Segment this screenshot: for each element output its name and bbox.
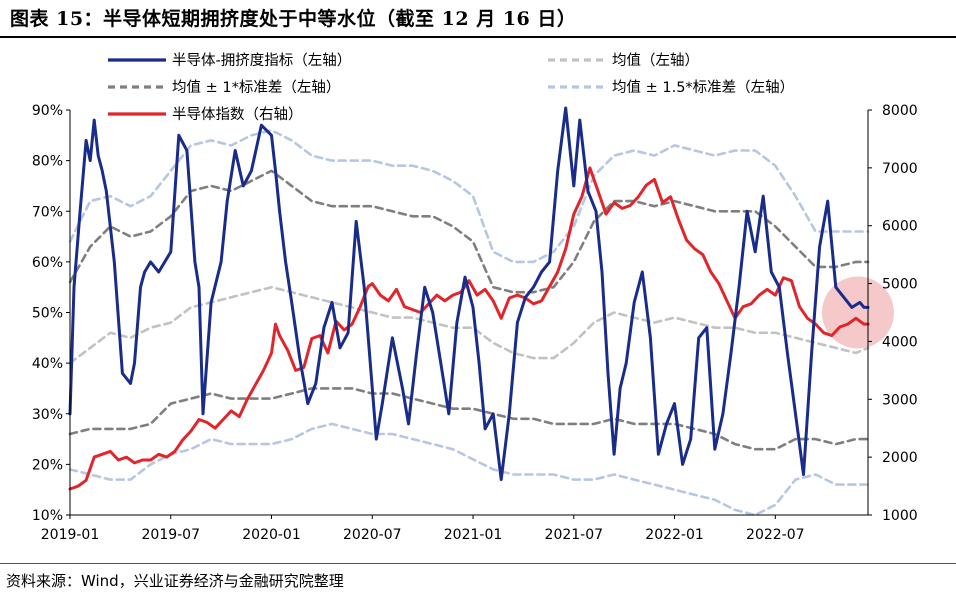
title-rule — [0, 36, 956, 38]
mean-line-1 — [68, 285, 870, 365]
left-tick-label: 70% — [32, 204, 63, 220]
legend-label-mean: 均值（左轴） — [612, 52, 699, 69]
x-tick-label: 2019-07 — [142, 527, 201, 543]
right-tick-label: 2000 — [882, 450, 918, 466]
crowding-line-0 — [68, 106, 870, 482]
right-tick-label: 6000 — [882, 219, 918, 235]
chart-legend: 半导体-拥挤度指标（左轴） 均值（左轴） 均值 ± 1*标准差（左轴） 均值 ± 1.… — [108, 52, 794, 123]
left-tick-label: 30% — [32, 407, 63, 423]
chart-series-group — [68, 106, 870, 517]
x-tick-label: 2021-01 — [444, 527, 503, 543]
left-tick-label: 20% — [32, 457, 63, 473]
right-tick-label: 8000 — [882, 103, 918, 119]
x-tick-label: 2019-01 — [41, 527, 100, 543]
right-tick-label: 7000 — [882, 161, 918, 177]
std1-band-line-2 — [68, 169, 870, 294]
std15-band-line-5 — [68, 422, 870, 517]
std1-band-line-3 — [68, 387, 870, 451]
chart-axes: 10% 20% 30% 40% 50% 60% 70% 80% 90% 1000 2000 3000 4… — [32, 103, 918, 543]
legend-label-std15: 均值 ± 1.5*标准差（左轴） — [612, 79, 794, 96]
right-tick-label: 5000 — [882, 277, 918, 293]
legend-label-std1: 均值 ± 1*标准差（左轴） — [172, 79, 340, 96]
legend-label-index: 半导体指数（右轴） — [172, 106, 303, 123]
source-note: 资料来源：Wind，兴业证券经济与金融研究院整理 — [6, 572, 344, 590]
x-tick-label: 2022-01 — [645, 527, 704, 543]
x-tick-label: 2020-07 — [343, 527, 402, 543]
chart-svg: 10% 20% 30% 40% 50% 60% 70% 80% 90% 1000 2000 3000 4… — [32, 52, 918, 543]
figure-title: 图表 15：半导体短期拥挤度处于中等水位（截至 12 月 16 日） — [10, 8, 577, 30]
left-tick-label: 40% — [32, 356, 63, 372]
x-tick-label: 2021-07 — [545, 527, 604, 543]
right-tick-label: 1000 — [882, 508, 918, 524]
left-tick-label: 50% — [32, 306, 63, 322]
source-rule — [0, 563, 956, 564]
x-tick-label: 2022-07 — [746, 527, 805, 543]
left-tick-label: 90% — [32, 103, 63, 119]
x-tick-label: 2020-01 — [242, 527, 301, 543]
left-tick-label: 60% — [32, 255, 63, 271]
left-tick-label: 80% — [32, 154, 63, 170]
right-tick-label: 4000 — [882, 334, 918, 350]
right-tick-label: 3000 — [882, 392, 918, 408]
std15-band-line-4 — [68, 129, 870, 264]
legend-label-crowding: 半导体-拥挤度指标（左轴） — [172, 52, 351, 69]
left-tick-label: 10% — [32, 508, 63, 524]
